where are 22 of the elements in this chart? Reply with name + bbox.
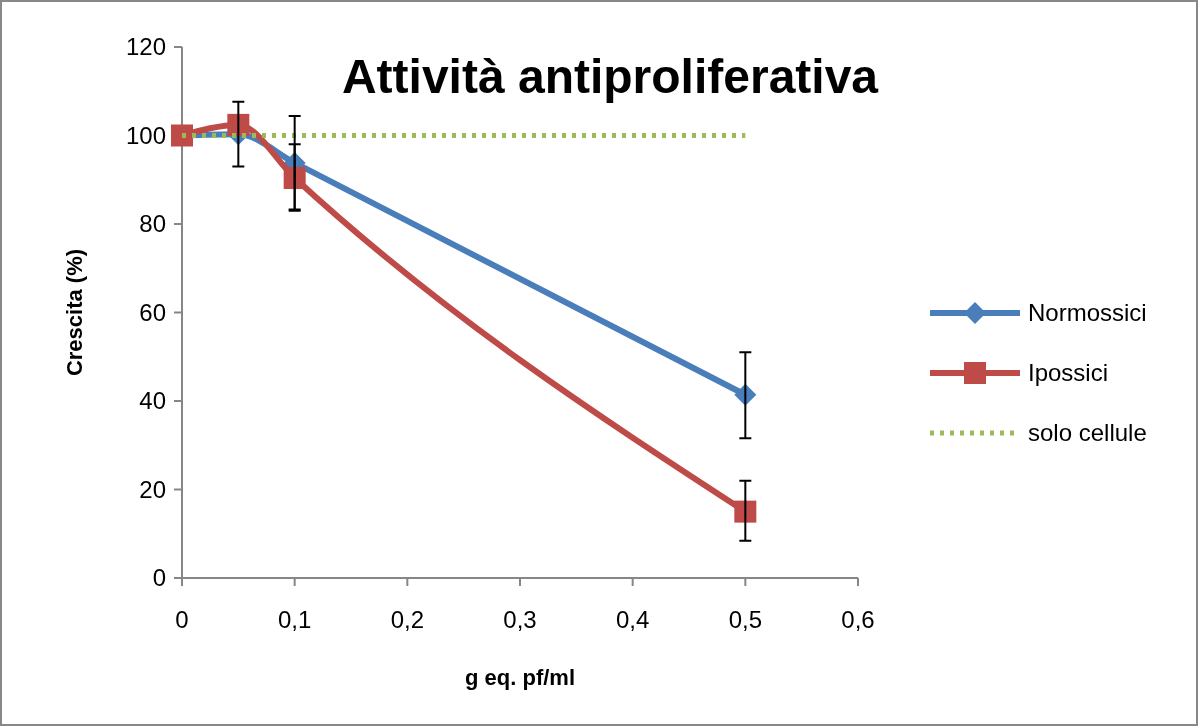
y-tick-label: 40 bbox=[139, 387, 166, 415]
y-tick-label: 20 bbox=[139, 475, 166, 503]
legend-label: Normossici bbox=[1028, 299, 1147, 327]
y-tick-label: 60 bbox=[139, 298, 166, 326]
y-tick-label: 120 bbox=[125, 33, 166, 61]
x-tick-label: 0,5 bbox=[728, 606, 763, 633]
point bbox=[283, 166, 306, 189]
x-tick-label: 0,3 bbox=[503, 606, 537, 633]
y-axis-title: Crescita (%) bbox=[62, 248, 87, 377]
chart-title: Attività antiproliferativa bbox=[341, 50, 879, 103]
x-tick-label: 0 bbox=[175, 606, 189, 633]
legend-label: solo cellule bbox=[1028, 419, 1147, 447]
point bbox=[734, 500, 757, 523]
y-tick-label: 0 bbox=[152, 564, 166, 592]
x-tick-label: 0,2 bbox=[390, 606, 425, 633]
x-tick-label: 0,6 bbox=[841, 606, 875, 633]
x-axis-title: g eq. pf/ml bbox=[465, 665, 575, 690]
y-tick-label: 100 bbox=[125, 121, 166, 149]
y-tick-label: 80 bbox=[139, 210, 166, 238]
x-tick-label: 0,1 bbox=[277, 606, 312, 633]
legend-label: Ipossici bbox=[1028, 359, 1109, 387]
x-tick-label: 0,4 bbox=[615, 606, 650, 633]
